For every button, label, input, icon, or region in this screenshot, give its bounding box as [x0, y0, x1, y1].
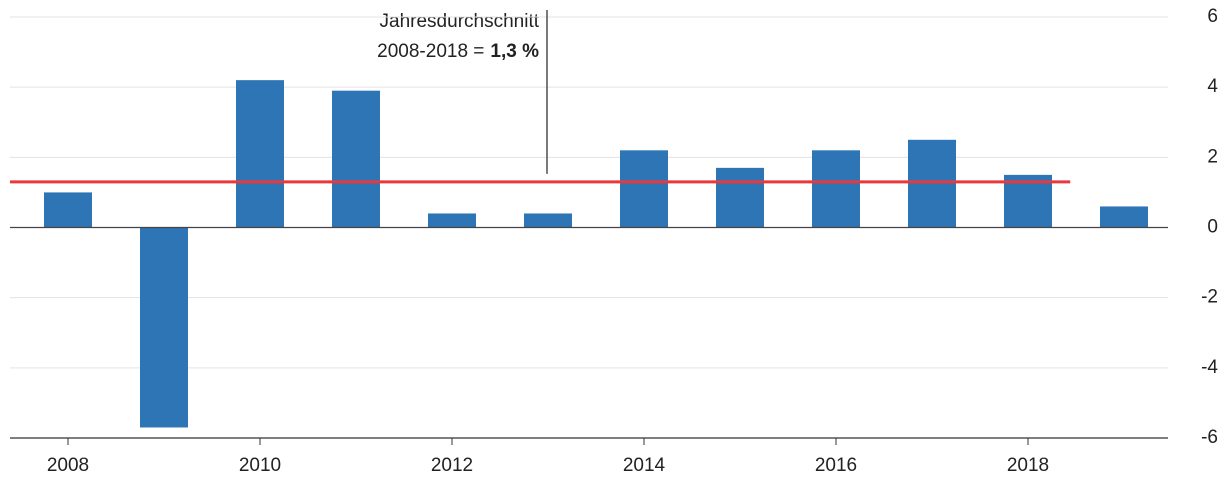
- average-annotation: 2008-2018 = 1,3 %: [377, 41, 539, 62]
- x-tick-label: 2010: [239, 455, 281, 476]
- y-tick-label: 4: [1207, 76, 1218, 97]
- x-tick-label: 2014: [623, 455, 666, 476]
- x-tick-label: 2018: [1007, 455, 1049, 476]
- y-tick-label: 6: [1207, 6, 1218, 27]
- bar: [716, 167, 764, 228]
- average-period: 2008-2018 =: [377, 41, 484, 62]
- y-tick-label: -4: [1201, 357, 1218, 378]
- bar: [140, 227, 188, 428]
- y-tick-label: -6: [1201, 427, 1218, 448]
- y-tick-label: -2: [1201, 287, 1218, 308]
- bar: [236, 80, 284, 228]
- x-tick-label: 2008: [47, 455, 89, 476]
- average-text: Jahresdurchschnitt: [380, 11, 540, 32]
- bar: [908, 139, 956, 228]
- bar: [524, 213, 572, 228]
- x-tick-label: 2012: [431, 455, 473, 476]
- bar: [428, 213, 476, 228]
- average-label: 1,3 %: [490, 41, 539, 62]
- y-tick-label: 2: [1207, 146, 1218, 167]
- bar: [1100, 206, 1148, 228]
- bar: [44, 192, 92, 228]
- x-tick-label: 2016: [815, 455, 857, 476]
- y-tick-label: 0: [1207, 217, 1218, 238]
- bar: [332, 90, 380, 228]
- bar: [1004, 174, 1052, 228]
- bar: [812, 150, 860, 228]
- bar: [620, 150, 668, 228]
